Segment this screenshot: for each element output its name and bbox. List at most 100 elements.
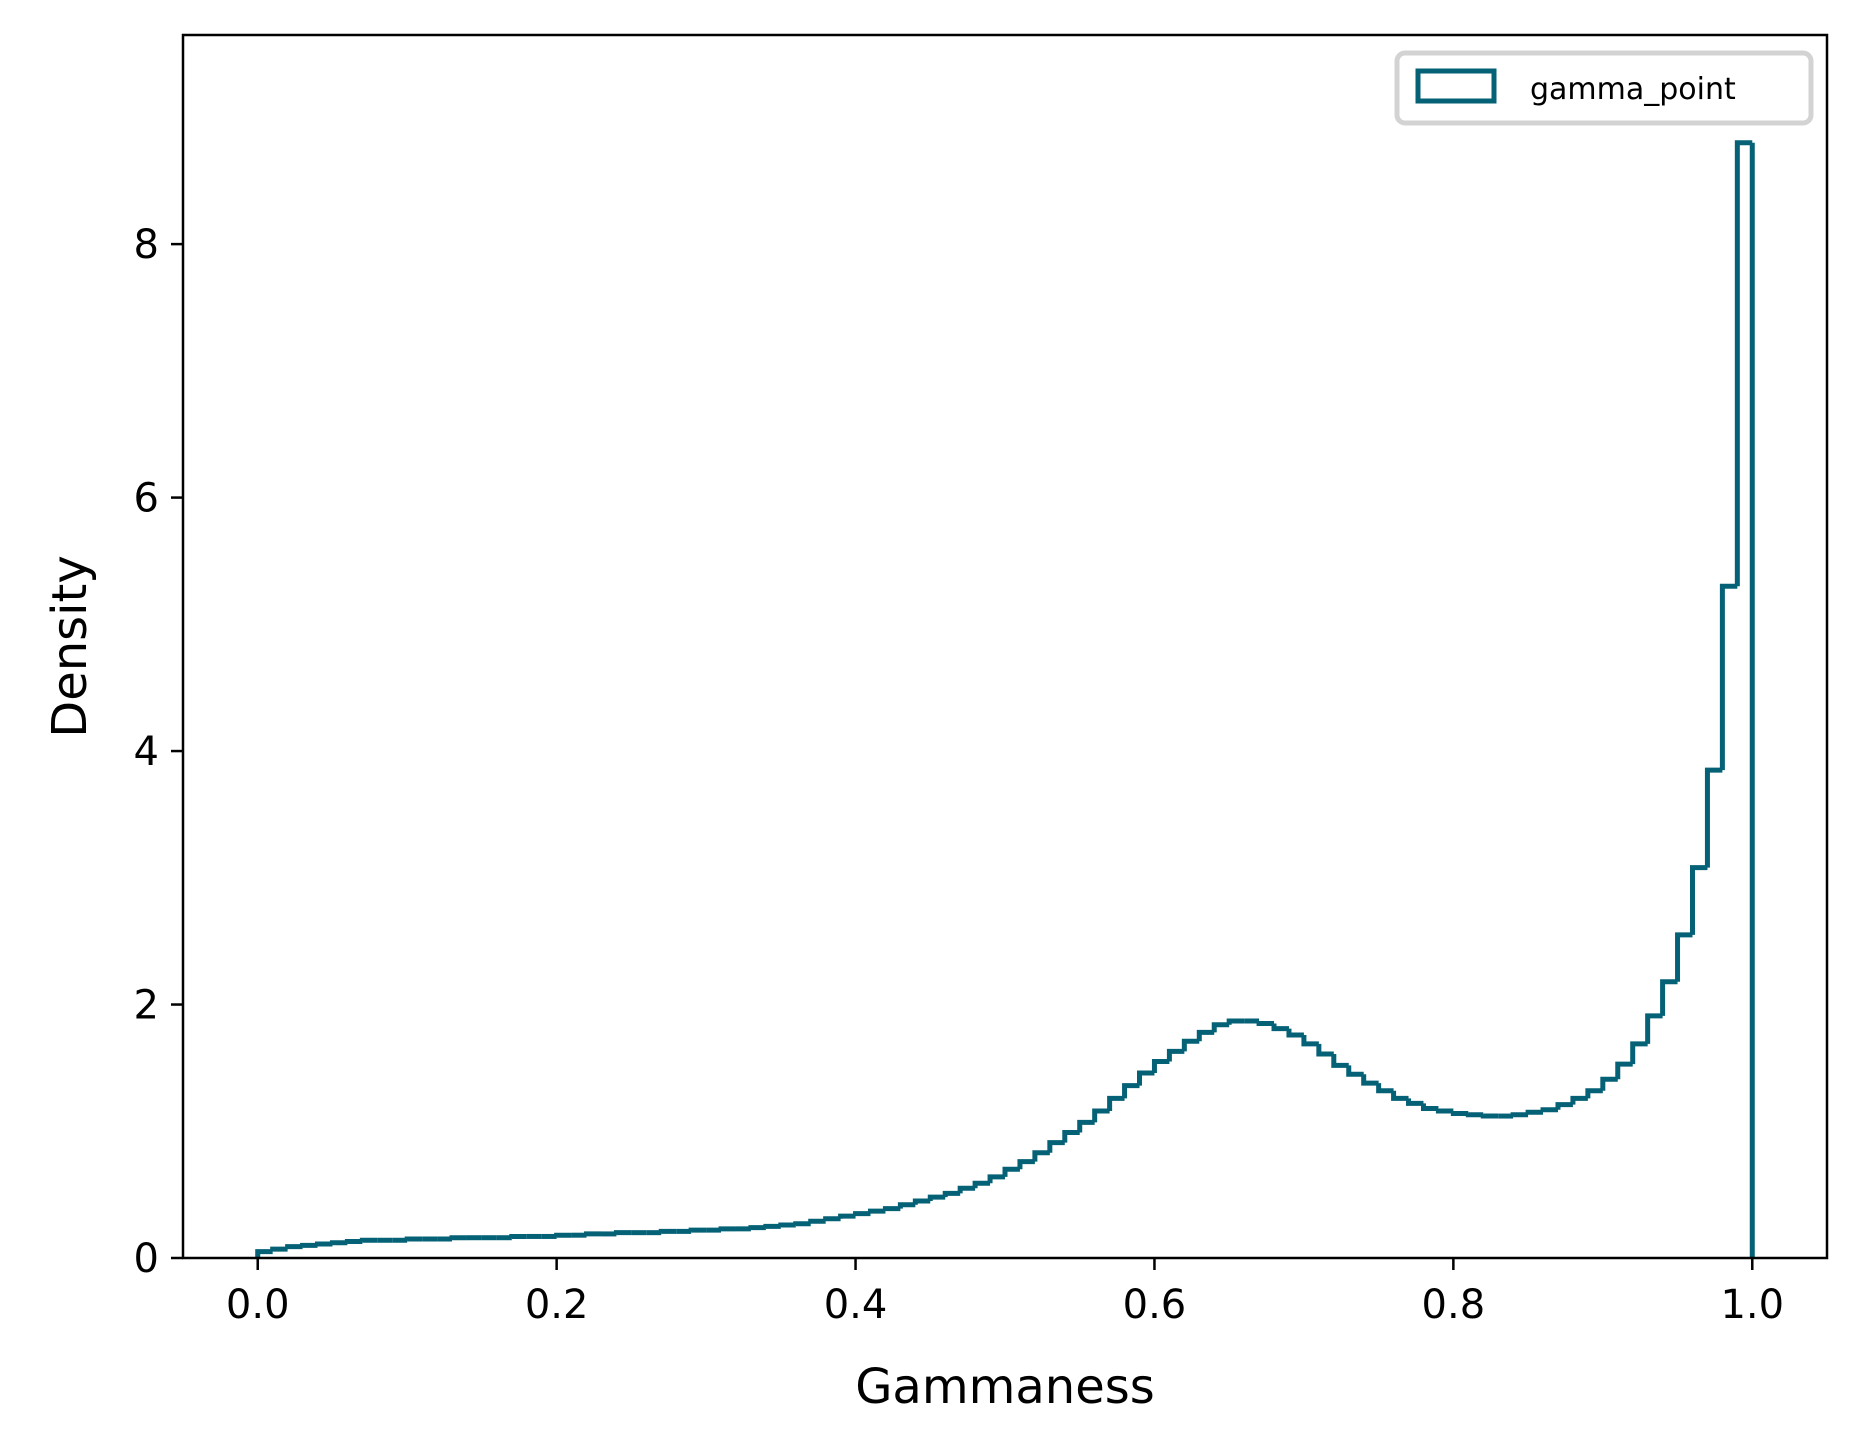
- x-axis: 0.0 0.2 0.4 0.6 0.8 1.0: [226, 1258, 1784, 1328]
- histogram-bin: [1002, 1166, 1020, 1177]
- histogram-bin: [897, 1202, 916, 1209]
- x-tick-label: 0.2: [525, 1282, 589, 1328]
- histogram-bin: [1181, 1038, 1200, 1052]
- y-tick-label: 6: [134, 476, 159, 522]
- y-axis: 0 2 4 6 8: [134, 222, 183, 1282]
- histogram-bin: [987, 1174, 1005, 1184]
- histogram-bin: [972, 1180, 991, 1189]
- histogram-bin: [1585, 1088, 1603, 1099]
- histogram-bin: [1301, 1034, 1319, 1047]
- histogram-bin: [658, 1228, 677, 1234]
- histogram-bin: [1271, 1023, 1289, 1032]
- histogram-bin: [1391, 1090, 1409, 1101]
- histogram-bin: [329, 1240, 348, 1246]
- x-tick-label: 0.0: [226, 1282, 290, 1328]
- legend-label: gamma_point: [1530, 72, 1736, 107]
- histogram-bin: [778, 1222, 796, 1228]
- legend-box: [1394, 50, 1814, 126]
- x-tick-label: 0.4: [824, 1282, 888, 1328]
- histogram-bin: [1196, 1029, 1215, 1042]
- histogram-bin: [1689, 865, 1708, 935]
- axes-frame: [181, 33, 1829, 1260]
- histogram-bin: [1704, 767, 1723, 868]
- histogram-bin: [838, 1213, 856, 1219]
- histogram-bin: [1645, 1013, 1663, 1044]
- histogram-bin: [1600, 1076, 1618, 1091]
- histogram-bin: [1062, 1130, 1080, 1143]
- y-axis-label: Density: [42, 555, 98, 737]
- histogram-bin: [1151, 1059, 1170, 1073]
- histogram-bin: [927, 1194, 946, 1201]
- histogram-bin: [1316, 1043, 1334, 1057]
- histogram-bin: [793, 1221, 811, 1227]
- histogram-bin: [344, 1239, 363, 1245]
- histogram-bin: [613, 1230, 632, 1236]
- histogram-bin: [404, 1236, 423, 1242]
- y-tick-label: 8: [134, 222, 159, 268]
- y-tick-label: 4: [134, 729, 159, 775]
- histogram-bin: [315, 1241, 333, 1247]
- histogram-bin: [1211, 1022, 1230, 1033]
- x-tick-label: 0.6: [1123, 1282, 1187, 1328]
- y-tick-label: 2: [134, 983, 159, 1029]
- histogram-bin: [1420, 1103, 1439, 1111]
- histogram-bin: [1122, 1083, 1140, 1099]
- legend-swatch: [1415, 68, 1497, 104]
- histogram-bin: [1510, 1112, 1529, 1118]
- histogram-bin: [1660, 979, 1678, 1016]
- histogram-bin: [1256, 1021, 1275, 1027]
- histogram-bin: [1734, 140, 1753, 587]
- x-tick-label: 1.0: [1720, 1282, 1784, 1328]
- histogram-bin: [1346, 1065, 1364, 1077]
- histogram-bin: [1331, 1053, 1349, 1068]
- histogram-bin: [1092, 1108, 1110, 1123]
- histogram-bin: [1406, 1098, 1424, 1106]
- histogram-bin: [584, 1231, 602, 1237]
- histogram-bin: [1137, 1070, 1155, 1086]
- histogram-bin: [554, 1232, 572, 1238]
- histogram-bin: [509, 1233, 527, 1239]
- histogram-bin: [882, 1206, 901, 1212]
- histogram-bin: [1555, 1102, 1573, 1110]
- histogram-bin: [1376, 1083, 1394, 1094]
- histogram-bin: [300, 1242, 318, 1248]
- histogram-bin: [1361, 1074, 1379, 1086]
- histogram-bin: [1540, 1107, 1558, 1113]
- legend: gamma_point: [1394, 50, 1814, 126]
- histogram-bin: [688, 1227, 707, 1233]
- histogram-bin: [1107, 1095, 1125, 1111]
- histogram-bin: [255, 1249, 273, 1258]
- histogram-bin: [1166, 1048, 1185, 1062]
- histogram-bin: [1435, 1108, 1454, 1114]
- histogram-bin: [285, 1244, 303, 1250]
- histogram-bin: [957, 1185, 976, 1194]
- histogram-bin: [1032, 1150, 1050, 1162]
- plot-area: [255, 140, 1755, 1258]
- histogram-bin: [270, 1246, 288, 1252]
- histogram-bin: [1675, 932, 1693, 982]
- x-axis-label: Gammaness: [855, 1359, 1155, 1415]
- histogram-bin: [763, 1223, 781, 1229]
- histogram-bin: [1286, 1028, 1304, 1038]
- histogram-bin: [1525, 1109, 1544, 1115]
- histogram-bin: [867, 1208, 886, 1214]
- histogram-bin: [1047, 1140, 1065, 1153]
- y-tick-label: 0: [134, 1236, 159, 1282]
- histogram-bin: [718, 1226, 736, 1232]
- histogram-bin: [1480, 1113, 1499, 1119]
- histogram-bin: [853, 1211, 871, 1217]
- histogram-bin: [748, 1225, 766, 1231]
- histogram-bin: [449, 1235, 467, 1241]
- histogram-bin: [823, 1216, 841, 1222]
- histogram-bin: [359, 1237, 378, 1243]
- histogram-bin: [1465, 1112, 1484, 1118]
- histogram-bin: [942, 1190, 961, 1198]
- histogram-bin: [1017, 1159, 1035, 1170]
- histogram-bin: [1077, 1119, 1095, 1133]
- histogram-bin: [912, 1198, 931, 1205]
- histogram-bin: [1450, 1110, 1469, 1117]
- histogram-bin: [1615, 1061, 1633, 1080]
- histogram-bin: [1719, 583, 1738, 771]
